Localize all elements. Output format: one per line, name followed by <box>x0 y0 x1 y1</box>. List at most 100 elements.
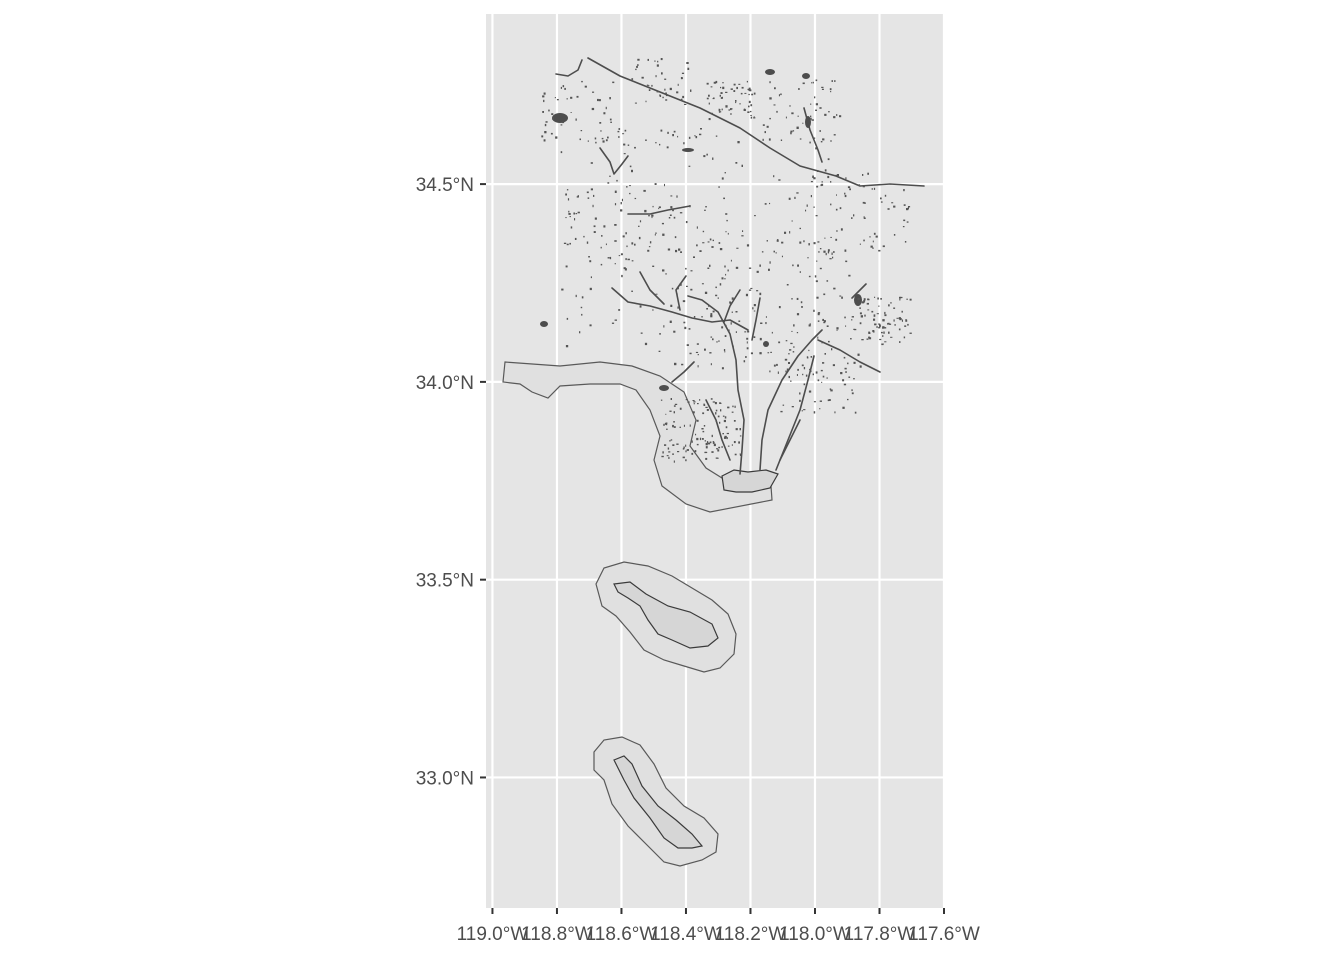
water-body-dot <box>773 104 776 106</box>
water-body-dot <box>778 306 781 309</box>
water-body-dot <box>808 324 811 327</box>
water-body-dot <box>709 238 712 241</box>
water-body-dot <box>861 301 865 304</box>
water-body-dot <box>599 122 602 124</box>
water-body-dot <box>904 325 907 327</box>
water-body-dot <box>566 98 568 100</box>
water-body-dot <box>746 244 750 247</box>
water-body-dot <box>712 441 715 444</box>
water-body-dot <box>898 328 901 331</box>
water-body-dot <box>710 336 713 338</box>
water-body-dot <box>824 169 827 172</box>
water-body-dot <box>796 126 799 129</box>
water-body-dot <box>753 336 756 338</box>
water-body-dot <box>664 78 667 80</box>
water-body-dot <box>732 345 734 348</box>
water-body-dot <box>749 89 752 92</box>
water-body-dot <box>655 75 657 78</box>
water-body-dot <box>702 430 705 433</box>
water-body-dot <box>574 218 576 221</box>
water-body-dot <box>543 99 545 103</box>
water-body-dot <box>588 256 590 258</box>
water-body-dot <box>706 82 709 85</box>
water-body-dot <box>810 370 812 373</box>
tributary-c <box>723 289 741 323</box>
water-body-dot <box>682 456 685 459</box>
water-body-dot <box>651 215 653 219</box>
water-body-dot <box>701 316 703 318</box>
water-body-dot <box>575 213 578 215</box>
water-body-dot <box>590 162 593 164</box>
water-body-dot <box>674 362 677 366</box>
water-body-dot <box>627 258 630 261</box>
water-body-dot <box>718 108 720 111</box>
water-body-dot <box>623 143 626 146</box>
water-body-dot <box>631 78 634 80</box>
water-body-dot <box>748 267 752 269</box>
water-body-dot <box>881 343 884 346</box>
water-body-dot <box>909 298 912 301</box>
water-body-dot <box>690 270 693 272</box>
water-body-dot <box>829 258 832 260</box>
water-body-dot <box>679 407 682 410</box>
y-tick-label: 33.0°N <box>416 768 474 789</box>
water-body-dot <box>842 406 845 409</box>
water-body-dot <box>821 86 824 88</box>
water-body-dot <box>737 141 740 144</box>
water-body-dot <box>726 432 729 435</box>
water-body-dot <box>716 341 718 343</box>
water-body-dot <box>607 136 609 139</box>
water-body-dot <box>762 138 764 141</box>
water-body-dot <box>718 242 721 244</box>
water-body-dot <box>898 317 901 320</box>
water-body-dot <box>744 331 747 333</box>
water-body-dot <box>712 401 716 403</box>
water-body-dot <box>769 261 771 264</box>
water-body-dot <box>847 398 849 401</box>
water-body-dot <box>839 295 842 297</box>
water-body-dot <box>682 300 686 303</box>
water-body-dot <box>677 286 679 290</box>
water-body-dot <box>609 118 612 121</box>
water-body-dot <box>654 183 657 185</box>
water-body-dot <box>605 139 608 142</box>
water-body-dot <box>821 181 823 183</box>
water-body-dot <box>720 409 722 412</box>
water-body-dot <box>789 349 792 351</box>
water-body-dot <box>891 202 894 204</box>
water-body-dot <box>705 406 708 408</box>
water-body-dot <box>598 99 601 102</box>
water-body-dot <box>724 265 726 268</box>
water-body-dot <box>634 197 637 200</box>
water-body-dot <box>664 183 665 187</box>
water-body-dot <box>851 217 853 219</box>
water-body-dot <box>620 202 622 205</box>
water-body-dot <box>686 62 689 64</box>
water-body-dot <box>815 79 818 82</box>
water-body-dot <box>797 115 799 117</box>
water-body-dot <box>824 237 826 239</box>
water-body-dot <box>577 211 580 214</box>
water-body-dot <box>647 249 650 252</box>
water-body-dot <box>676 91 679 94</box>
water-body-dot <box>753 310 756 312</box>
water-body-dot <box>759 352 762 355</box>
water-body-dot <box>844 316 846 319</box>
water-body-dot <box>605 106 607 110</box>
water-body-dot <box>776 363 778 366</box>
water-body-dot <box>641 76 644 79</box>
water-body-dot <box>854 328 857 331</box>
water-body-dot <box>784 358 788 361</box>
water-body-dot <box>761 251 764 253</box>
water-body-dot <box>621 198 623 202</box>
water-body-dot <box>552 117 554 120</box>
water-body-dot <box>801 306 803 308</box>
water-body-dot <box>882 319 885 322</box>
water-body-dot <box>792 264 794 267</box>
water-body-dot <box>887 322 890 324</box>
water-body-dot <box>866 338 869 340</box>
water-body-dot <box>872 240 874 243</box>
water-body-dot <box>781 241 784 244</box>
water-body-dot <box>896 317 899 319</box>
water-body-dot <box>692 411 695 414</box>
